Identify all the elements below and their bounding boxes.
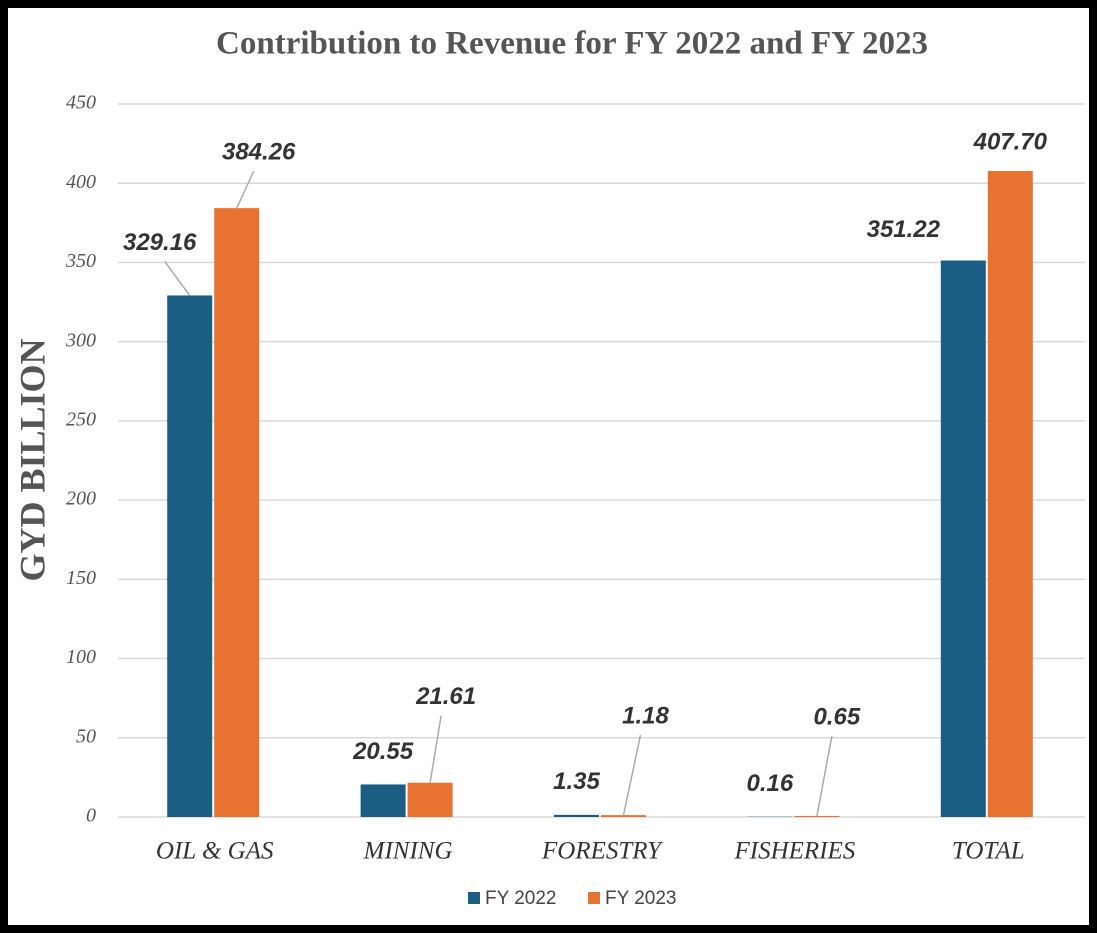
bar bbox=[987, 171, 1033, 818]
y-tick-label: 50 bbox=[76, 725, 96, 747]
y-tick-label: 300 bbox=[65, 329, 96, 351]
bar bbox=[794, 815, 840, 817]
y-tick-label: 0 bbox=[86, 805, 96, 827]
chart-title: Contribution to Revenue for FY 2022 and … bbox=[216, 26, 928, 62]
x-tick-label: OIL & GAS bbox=[156, 838, 274, 865]
x-tick-label: FISHERIES bbox=[734, 838, 856, 865]
y-tick-label: 200 bbox=[66, 488, 96, 510]
data-label: 1.35 bbox=[553, 768, 600, 795]
legend-swatch bbox=[468, 892, 480, 904]
x-tick-label: TOTAL bbox=[952, 838, 1025, 865]
legend-label: FY 2022 bbox=[485, 888, 556, 909]
bar bbox=[360, 784, 406, 817]
data-label: 0.65 bbox=[814, 703, 861, 730]
data-label: 0.16 bbox=[747, 770, 794, 797]
leader-line bbox=[164, 261, 191, 296]
data-label: 1.18 bbox=[622, 702, 669, 729]
bar bbox=[554, 814, 599, 817]
y-tick-label: 400 bbox=[66, 171, 96, 193]
data-label: 329.16 bbox=[123, 229, 197, 256]
bar bbox=[407, 782, 453, 817]
y-tick-label: 150 bbox=[66, 567, 96, 589]
leader-line bbox=[429, 715, 442, 783]
leader-line bbox=[816, 735, 833, 817]
data-label: 20.55 bbox=[352, 738, 414, 765]
y-tick-label: 250 bbox=[66, 408, 96, 430]
legend-label: FY 2023 bbox=[605, 888, 676, 909]
leader-line bbox=[622, 734, 642, 816]
leader-line bbox=[236, 170, 255, 209]
x-tick-label: FORESTRY bbox=[541, 838, 664, 865]
bar bbox=[214, 208, 260, 817]
data-label: 407.70 bbox=[973, 128, 1048, 155]
legend-swatch bbox=[588, 892, 600, 904]
y-axis-title: GYD BILLION bbox=[12, 338, 52, 581]
bar bbox=[601, 815, 646, 817]
data-label: 21.61 bbox=[415, 683, 476, 710]
y-tick-label: 350 bbox=[65, 250, 96, 272]
data-label: 384.26 bbox=[222, 139, 296, 166]
y-tick-label: 100 bbox=[66, 646, 96, 668]
x-tick-label: MINING bbox=[363, 838, 453, 865]
y-tick-label: 450 bbox=[66, 92, 96, 114]
bar bbox=[940, 260, 986, 817]
bar bbox=[167, 295, 213, 818]
data-label: 351.22 bbox=[867, 216, 941, 243]
